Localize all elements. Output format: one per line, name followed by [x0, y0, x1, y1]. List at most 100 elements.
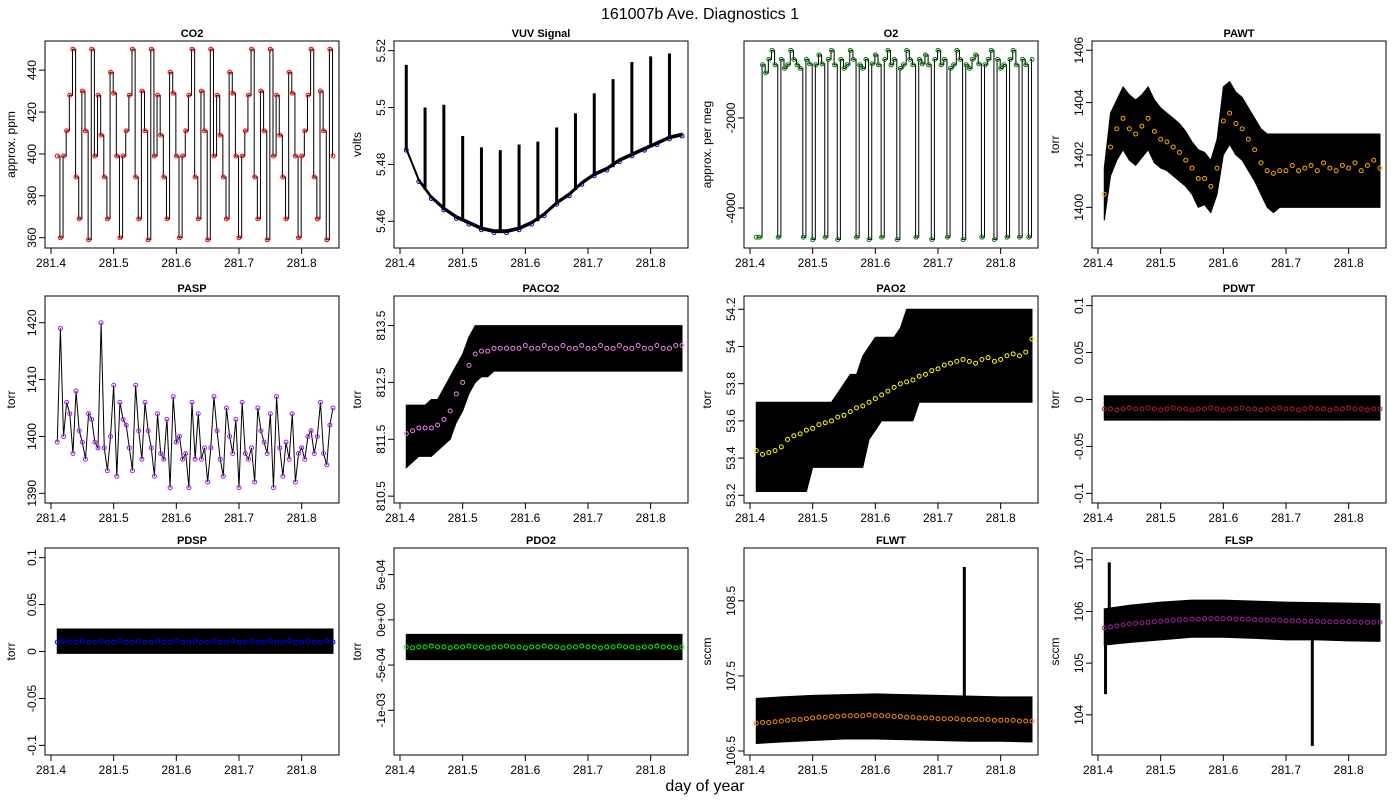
data-point: [330, 405, 336, 411]
data-point: [478, 348, 484, 354]
data-point: [447, 408, 453, 414]
data-point: [1023, 718, 1029, 724]
data-point: [283, 216, 289, 222]
data-point: [305, 638, 311, 644]
data-point: [629, 644, 635, 650]
data-point: [89, 416, 95, 422]
data-point: [1270, 617, 1276, 623]
data-point: [988, 47, 994, 53]
data-band: [755, 308, 1033, 493]
x-tick-label: 281.7: [923, 763, 953, 777]
data-point: [1333, 619, 1339, 625]
x-tick-label: 281.5: [1146, 763, 1176, 777]
data-point: [854, 234, 860, 240]
data-point: [879, 713, 885, 719]
y-tick-label: 108.5: [724, 585, 738, 615]
data-point: [497, 345, 503, 351]
y-tick-label: 53.6: [724, 409, 738, 433]
plot-area: [54, 628, 336, 654]
data-point: [136, 428, 142, 434]
panel-title: FLSP: [1225, 535, 1253, 547]
panel-pawt: PAWT 281.4 281.5 281.6 281.7 281.8 1400 1402 140…: [1048, 28, 1387, 270]
data-point: [1239, 616, 1245, 622]
data-point: [95, 445, 101, 451]
y-axis-label: torr: [4, 642, 18, 660]
data-point: [126, 92, 132, 98]
data-point: [104, 468, 110, 474]
data-point: [1302, 618, 1308, 624]
data-point: [844, 62, 850, 68]
data-point: [1120, 406, 1126, 412]
data-point: [1139, 123, 1145, 129]
data-point: [916, 715, 922, 721]
data-point: [1377, 619, 1383, 625]
data-point: [1001, 62, 1007, 68]
data-point: [991, 236, 997, 242]
data-point: [274, 394, 280, 400]
data-point: [572, 644, 578, 650]
x-tick-label: 281.8: [986, 256, 1016, 270]
data-point: [108, 69, 114, 75]
data-point: [760, 719, 766, 725]
data-point: [1004, 353, 1010, 359]
x-tick-label: 281.7: [923, 256, 953, 270]
data-point: [327, 422, 333, 428]
data-point: [822, 714, 828, 720]
data-point: [1220, 118, 1226, 124]
data-point: [79, 638, 85, 644]
data-point: [778, 718, 784, 724]
data-point: [1139, 406, 1145, 412]
data-point: [1133, 131, 1139, 137]
data-point: [428, 196, 434, 202]
data-point: [64, 399, 70, 405]
data-point: [541, 213, 547, 219]
data-point: [929, 715, 935, 721]
plot-area: [54, 46, 336, 243]
data-point: [67, 92, 73, 98]
data-point: [176, 433, 182, 439]
data-point: [985, 355, 991, 361]
data-point: [1016, 353, 1022, 359]
data-point: [89, 46, 95, 52]
data-point: [54, 153, 60, 159]
data-point: [249, 638, 255, 644]
data-point: [535, 644, 541, 650]
data-point: [73, 174, 79, 180]
data-point: [114, 153, 120, 159]
data-point: [274, 92, 280, 98]
data-point: [1352, 160, 1358, 166]
data-point: [1358, 168, 1364, 174]
data-point: [973, 716, 979, 722]
y-tick-label: 1420: [25, 309, 39, 336]
x-tick-label: 281.8: [1334, 511, 1364, 525]
data-point: [1202, 176, 1208, 182]
data-point: [155, 638, 161, 644]
y-tick-label: 1390: [25, 480, 39, 507]
data-point: [1296, 168, 1302, 174]
data-point: [205, 479, 211, 485]
data-point: [170, 394, 176, 400]
data-point: [769, 47, 775, 53]
data-point: [1346, 619, 1352, 625]
data-point: [904, 714, 910, 720]
data-point: [763, 70, 769, 76]
panel-pao2: PAO2 281.4 281.5 281.6 281.7 281.8 53.2 53.4 53.…: [700, 283, 1039, 525]
panel-pdwt: PDWT 281.4 281.5 281.6 281.7 281.8 -0.1 -0.05 0 0…: [1048, 283, 1387, 525]
data-point: [1195, 616, 1201, 622]
data-point: [1289, 406, 1295, 412]
data-point: [192, 174, 198, 180]
data-point: [180, 639, 186, 645]
data-point: [57, 325, 63, 331]
y-tick-label: 53.8: [724, 372, 738, 396]
data-point: [1208, 405, 1214, 411]
x-tick-label: 281.5: [798, 763, 828, 777]
data-point: [610, 345, 616, 351]
data-point: [324, 638, 330, 644]
data-point: [117, 235, 123, 241]
data-point: [1170, 405, 1176, 411]
x-tick-label: 281.5: [798, 511, 828, 525]
data-point: [522, 342, 528, 348]
data-point: [151, 473, 157, 479]
data-point: [1371, 619, 1377, 625]
